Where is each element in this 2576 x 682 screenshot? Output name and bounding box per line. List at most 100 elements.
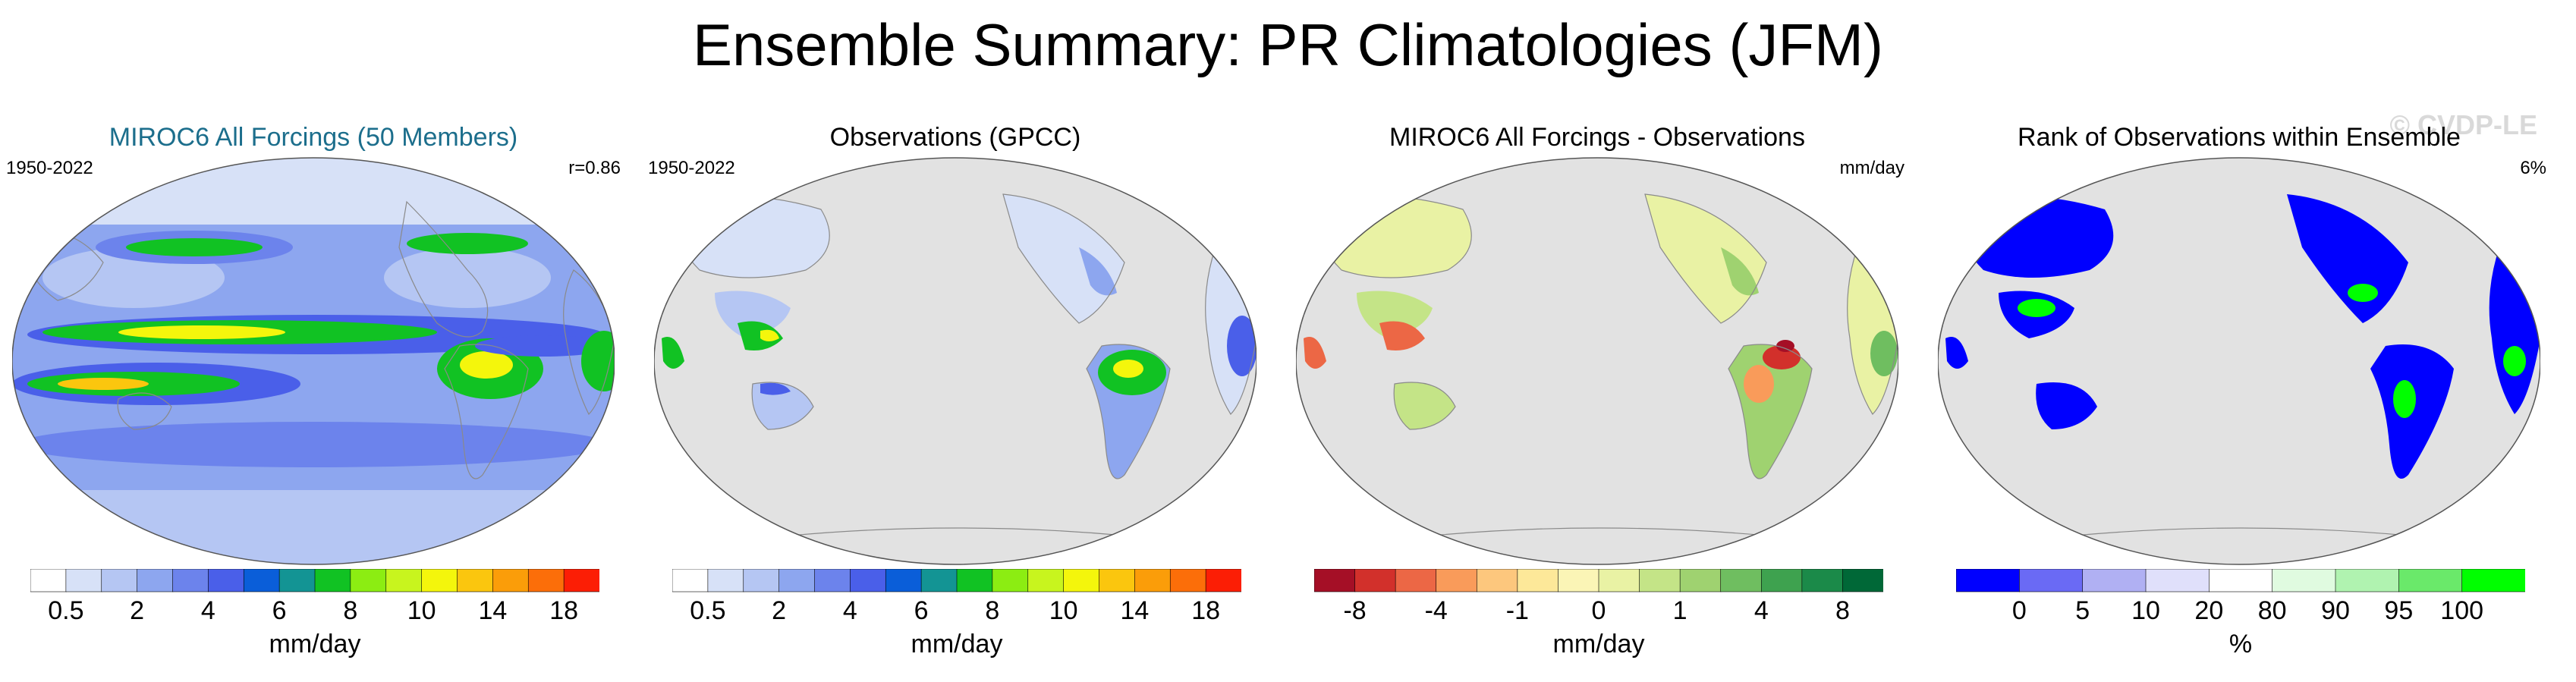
- colorbar-tick-label: 6: [272, 596, 287, 625]
- colorbar-swatch: [101, 569, 138, 592]
- coastlines: [668, 193, 1257, 536]
- colorbar-tick-label: 95: [2384, 596, 2413, 625]
- colorbar-swatch: [850, 569, 887, 592]
- colorbar-swatch: [2019, 569, 2084, 592]
- colorbar: 0.5 2 4 6 8 10 14 18 mm/day: [30, 569, 599, 658]
- coastlines: [2074, 527, 2409, 536]
- na-east: [1721, 247, 1759, 296]
- colorbar-swatch: [421, 569, 458, 592]
- colorbar-swatch: [1027, 569, 1065, 592]
- colorbar-swatch: [1842, 569, 1883, 592]
- colorbar-swatch: [30, 569, 67, 592]
- colorbar-swatch: [2398, 569, 2463, 592]
- colorbar-swatch: [1436, 569, 1478, 592]
- world-map: [1938, 157, 2540, 565]
- world-map: [12, 157, 615, 565]
- colorbar-swatch: [1801, 569, 1844, 592]
- colorbar-tick-label: 0.5: [48, 596, 83, 625]
- period-label: 1950-2022: [6, 158, 93, 178]
- arctic-band: [12, 158, 615, 225]
- colorbar-swatch: [65, 569, 102, 592]
- colorbar-swatch: [956, 569, 993, 592]
- colorbar-swatch: [1517, 569, 1559, 592]
- panel-rank: © CVDP-LE Rank of Observations within En…: [1926, 109, 2552, 679]
- africa-west-edge: [1304, 337, 1326, 369]
- amazon-max-bias: [1776, 340, 1794, 352]
- rank-high-patch: [2018, 299, 2055, 317]
- colorbar-swatch: [707, 569, 744, 592]
- colorbar: 0 5 10 20 80 90 95 100%: [1956, 569, 2525, 658]
- colorbar-swatch: [814, 569, 851, 592]
- map-outline: [12, 157, 615, 565]
- colorbar-tick-label: 14: [1120, 596, 1149, 625]
- units-label: mm/day: [1839, 158, 1904, 178]
- colorbar-units: mm/day: [911, 630, 1003, 658]
- antarctic-band: [12, 490, 615, 564]
- colorbar-swatch: [1169, 569, 1206, 592]
- colorbar-tick-label: 1: [1673, 596, 1687, 625]
- colorbar-swatch: [992, 569, 1029, 592]
- world-map: [1296, 157, 1898, 565]
- amazon-max: [460, 351, 513, 379]
- colorbar-units: %: [2229, 630, 2252, 658]
- colorbar-swatch: [527, 569, 565, 592]
- colorbar-tick-label: 90: [2321, 596, 2350, 625]
- africa-west-edge: [662, 337, 684, 369]
- colorbar-swatch: [920, 569, 958, 592]
- colorbar-swatch: [672, 569, 709, 592]
- land-north-america: [2287, 194, 2408, 323]
- colorbar-swatch: [1720, 569, 1763, 592]
- africa-rain: [1227, 316, 1257, 376]
- colorbar-tick-label: 10: [2131, 596, 2160, 625]
- map-outline: [1938, 157, 2540, 565]
- colorbar-units: mm/day: [269, 630, 361, 658]
- colorbar-tick-label: 8: [985, 596, 999, 625]
- colorbar-tick-label: 0.5: [690, 596, 725, 625]
- africa-west-edge: [1945, 337, 1968, 369]
- colorbar-swatch: [457, 569, 494, 592]
- colorbar-tick-label: 8: [343, 596, 357, 625]
- colorbar-tick-label: 18: [1191, 596, 1220, 625]
- colorbar-tick-label: 18: [549, 596, 578, 625]
- colorbar-swatch: [243, 569, 280, 592]
- colorbar-swatch: [492, 569, 530, 592]
- atlantic-itcz: [475, 335, 612, 357]
- colorbar-tick-label: 14: [478, 596, 507, 625]
- colorbar-swatch: [1314, 569, 1356, 592]
- rank-high-patch: [2503, 346, 2526, 376]
- colorbar-swatch: [1205, 569, 1241, 592]
- australia-north: [760, 382, 791, 395]
- colorbar-tick-label: 8: [1835, 596, 1850, 625]
- storm-track-core: [407, 233, 528, 254]
- colorbar-swatch: [1956, 569, 2021, 592]
- figure-title: Ensemble Summary: PR Climatologies (JFM): [692, 11, 1884, 78]
- percent-label: 6%: [2520, 158, 2546, 178]
- colorbar-swatch: [137, 569, 174, 592]
- colorbar-tick-label: 5: [2075, 596, 2090, 625]
- colorbar-swatch: [172, 569, 209, 592]
- land-north-america: [1645, 194, 1766, 323]
- colorbar-swatch: [1134, 569, 1172, 592]
- colorbar-tick-label: 80: [2258, 596, 2287, 625]
- panel-title: MIROC6 All Forcings (50 Members): [109, 123, 518, 152]
- colorbar-swatch: [1760, 569, 1803, 592]
- colorbar-swatch: [1063, 569, 1100, 592]
- colorbar-tick-label: 10: [1049, 596, 1078, 625]
- colorbar-swatch: [314, 569, 351, 592]
- land-australia: [1394, 382, 1455, 429]
- colorbar-swatch: [2461, 569, 2525, 592]
- colorbar-tick-label: 4: [201, 596, 215, 625]
- land-australia: [2036, 382, 2097, 429]
- colorbar-tick-label: 2: [772, 596, 786, 625]
- land-asia-south: [1357, 291, 1433, 338]
- itcz-max: [118, 325, 285, 339]
- colorbar: -8 -4 -1 0 1 4 8 mm/day: [1314, 569, 1883, 658]
- southern-storm: [17, 422, 609, 467]
- colorbar-tick-label: 10: [407, 596, 436, 625]
- spcz-max: [58, 378, 149, 390]
- panel-title: MIROC6 All Forcings - Observations: [1389, 123, 1805, 152]
- colorbar-swatch: [1476, 569, 1518, 592]
- maritime-max: [760, 329, 779, 341]
- colorbar-tick-label: 0: [1592, 596, 1606, 625]
- colorbar-swatch: [1598, 569, 1640, 592]
